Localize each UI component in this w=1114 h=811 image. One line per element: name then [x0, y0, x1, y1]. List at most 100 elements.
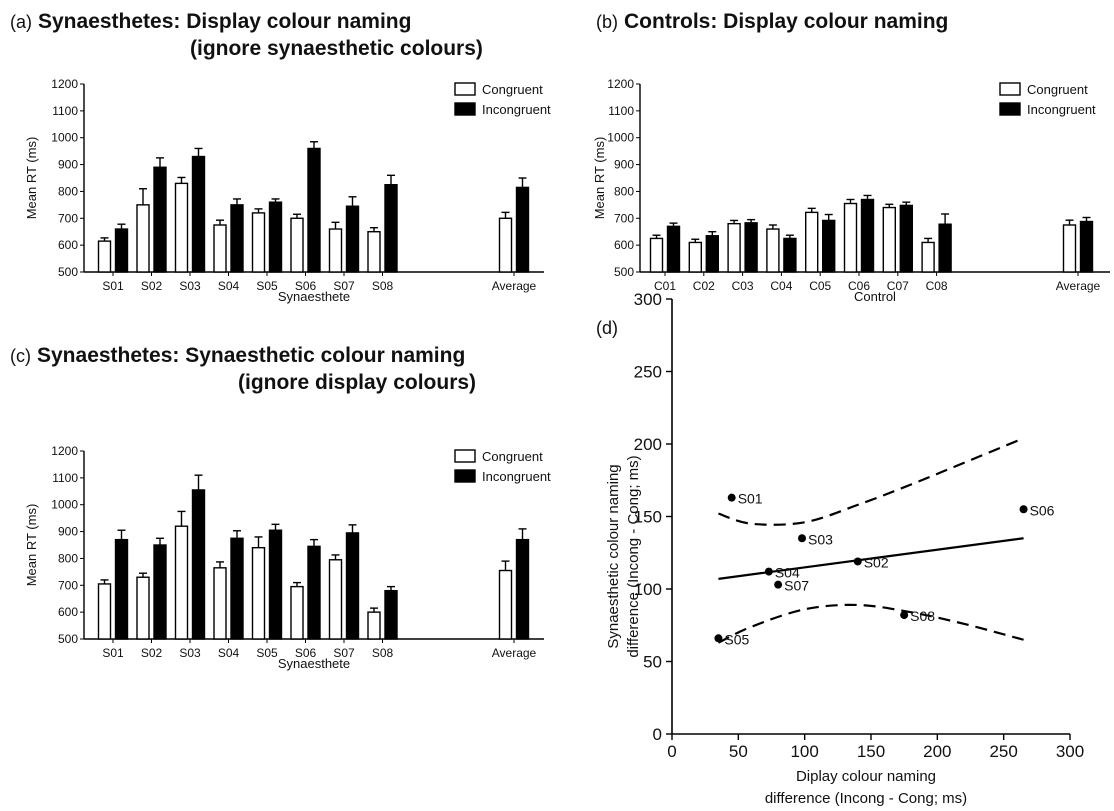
- chart-b-xlabel: Control: [854, 289, 896, 304]
- chart-d-point-label-s01: S01: [738, 491, 763, 507]
- chart-a-legend-swatch: [454, 82, 476, 96]
- chart-c-bar-congruent: [251, 546, 266, 640]
- chart-b-bar-incongruent: [705, 235, 719, 273]
- chart-c-xtick-label: S08: [372, 646, 394, 660]
- chart-a-bar-congruent: [174, 182, 189, 273]
- chart-d-ylabel: Synaesthetic colour naming: [605, 464, 622, 648]
- chart-d-point-s05: [714, 634, 723, 643]
- chart-b-ytick-label: 1000: [607, 131, 634, 145]
- chart-b-legend-label: Congruent: [1027, 82, 1088, 97]
- chart-b-ytick-label: 1200: [607, 77, 634, 91]
- chart-a-ytick-label: 900: [58, 158, 78, 172]
- chart-a-ytick-label: 600: [58, 238, 78, 252]
- chart-a-xtick-label: S06: [295, 279, 317, 293]
- chart-b-xtick-label: C03: [732, 279, 754, 293]
- chart-c-xtick-label: S06: [295, 646, 317, 660]
- chart-b-bar-incongruent: [860, 198, 875, 273]
- chart-c-ylabel: Mean RT (ms): [24, 504, 39, 587]
- panel-c-letter: (c): [10, 346, 31, 366]
- chart-d-confidence-lower: [717, 603, 1024, 644]
- chart-c-xtick-label: S04: [218, 646, 240, 660]
- panel-c-subtitle-text: (ignore display colours): [238, 371, 477, 394]
- chart-c-bar-incongruent: [230, 537, 244, 640]
- chart-b-bar-congruent: [805, 211, 819, 273]
- chart-b-bar-congruent: [688, 241, 702, 273]
- chart-c-bar-congruent: [213, 567, 227, 640]
- chart-b-bar-incongruent: [899, 204, 913, 273]
- chart-d-xlabel: Diplay colour naming: [796, 768, 936, 785]
- chart-d-ytick-label: 100: [634, 580, 662, 599]
- chart-b-bar-congruent: [882, 206, 896, 273]
- chart-c-xtick-label: S03: [179, 646, 201, 660]
- chart-b-bar-incongruent: [822, 219, 836, 273]
- chart-d-point-label-s06: S06: [1030, 502, 1055, 518]
- chart-d-ylabel-line2: difference (Incong - Cong; ms): [625, 455, 642, 657]
- chart-a-xtick-label: S08: [372, 279, 394, 293]
- chart-b-xtick-label: C04: [770, 279, 792, 293]
- chart-d-point-label-s05: S05: [724, 631, 749, 647]
- panel-a-title-text: Synaesthetes: Display colour naming: [38, 10, 412, 33]
- chart-d-point-label-s08: S08: [910, 608, 935, 624]
- panel-c-title: (c) Synaesthetes: Synaesthetic colour nam…: [10, 344, 465, 368]
- panel-a-title: (a) Synaesthetes: Display colour naming: [10, 10, 411, 34]
- chart-d-ytick-label: 50: [643, 653, 662, 672]
- chart-b-bar-incongruent: [666, 225, 681, 273]
- chart-b-ytick-label: 700: [614, 211, 634, 225]
- chart-d-point-label-s02: S02: [864, 554, 889, 570]
- chart-c-ytick-label: 1100: [52, 471, 78, 485]
- chart-b-bar-incongruent: [783, 237, 797, 273]
- chart-b-bar-congruent: [649, 237, 664, 273]
- chart-b-bar-congruent: [921, 241, 935, 273]
- chart-c-bar-incongruent: [153, 544, 167, 640]
- chart-c-xtick-label: Average: [492, 646, 537, 660]
- chart-a-ytick-label: 1000: [51, 131, 78, 145]
- chart-c-legend-label: Incongruent: [482, 469, 551, 484]
- chart-b-ytick-label: 800: [614, 184, 634, 198]
- chart-a-ytick-label: 1100: [52, 104, 78, 118]
- chart-b-legend-swatch: [999, 102, 1021, 116]
- chart-b-bar-congruent: [843, 202, 858, 273]
- chart-b-xtick-label: C02: [693, 279, 715, 293]
- chart-d-point-s08: [900, 611, 909, 620]
- chart-c-bar-congruent: [97, 583, 112, 640]
- chart-c-xtick-label: S05: [256, 646, 278, 660]
- chart-b-ytick-label: 500: [614, 265, 634, 279]
- chart-d-xtick-label: 50: [729, 742, 748, 761]
- chart-a-xlabel: Synaesthete: [278, 289, 350, 304]
- chart-b-xtick-label: C01: [654, 279, 676, 293]
- chart-a-xtick-label: S04: [218, 279, 240, 293]
- chart-d-point-label-s03: S03: [808, 531, 833, 547]
- chart-a-bar-congruent: [213, 224, 227, 273]
- panel-d-title: (d): [596, 316, 624, 340]
- chart-c-bar-incongruent: [191, 489, 206, 640]
- chart-a-bar-congruent: [97, 240, 112, 273]
- chart-d-xtick-label: 250: [989, 742, 1017, 761]
- chart-c-ytick-label: 1200: [51, 444, 78, 458]
- chart-a-legend-swatch: [454, 102, 476, 116]
- chart-a-bar-congruent: [251, 212, 266, 273]
- chart-d-xtick-label: 100: [790, 742, 818, 761]
- chart-d-xtick-label: 200: [923, 742, 951, 761]
- chart-c-xtick-label: S07: [333, 646, 355, 660]
- chart-c-bar-incongruent: [384, 589, 398, 640]
- chart-d-point-label-s07: S07: [784, 578, 809, 594]
- chart-a-ytick-label: 1200: [51, 77, 78, 91]
- chart-a-ytick-label: 700: [58, 211, 78, 225]
- chart-d-xtick-label: 300: [1056, 742, 1084, 761]
- chart-a-bar-congruent: [328, 228, 343, 273]
- chart-c-legend-swatch: [454, 469, 476, 483]
- chart-a-bar-incongruent: [307, 147, 321, 273]
- chart-d-point-s03: [798, 534, 807, 543]
- chart-b-bar-congruent: [766, 228, 780, 273]
- chart-c-legend-label: Congruent: [482, 449, 543, 464]
- chart-c-bar-incongruent: [268, 529, 283, 640]
- chart-b-bar-incongruent: [744, 222, 758, 273]
- chart-a-bar-incongruent: [230, 204, 244, 273]
- chart-c-bar-congruent: [328, 559, 343, 640]
- chart-d-point-label-s04: S04: [775, 565, 800, 581]
- chart-c-bar-incongruent: [345, 532, 360, 640]
- chart-b-ytick-label: 600: [614, 238, 634, 252]
- chart-c-bar-incongruent: [307, 545, 321, 640]
- chart-d-confidence-upper: [718, 437, 1024, 526]
